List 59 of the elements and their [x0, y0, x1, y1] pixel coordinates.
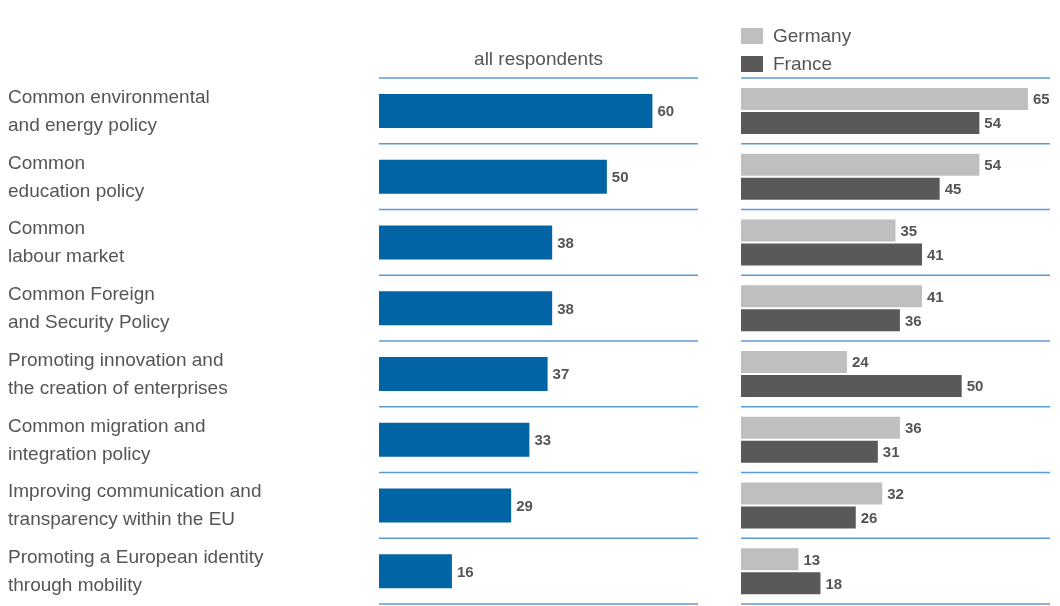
data-label: 38	[557, 299, 574, 317]
data-label: 18	[825, 574, 843, 592]
bar	[741, 572, 821, 595]
bar	[379, 159, 607, 194]
bar	[379, 225, 553, 260]
y-tick-label: Common education policy	[8, 151, 145, 201]
data-label: 32	[887, 484, 904, 502]
data-label: 65	[1032, 90, 1050, 108]
y-tick-label: Common Foreign and Security Policy	[8, 283, 171, 333]
data-label: 31	[882, 443, 900, 461]
bar	[741, 482, 883, 505]
chart-title: all respondents	[473, 48, 604, 70]
data-label: 38	[557, 233, 574, 251]
data-label: 41	[926, 245, 944, 263]
bar	[379, 554, 452, 589]
y-tick-label: Common environmental and energy policy	[8, 85, 210, 135]
data-label: 54	[984, 156, 1002, 174]
bar	[379, 422, 530, 457]
data-label: 35	[900, 221, 918, 239]
data-label: 29	[516, 496, 533, 514]
y-tick-label: Common labour market	[8, 217, 125, 267]
bar	[741, 351, 847, 373]
data-label: 50	[611, 168, 629, 186]
bar	[379, 291, 553, 326]
data-label: 36	[904, 311, 922, 329]
bar	[741, 243, 922, 266]
bar	[741, 416, 900, 439]
data-label: 13	[803, 550, 821, 568]
data-label: 36	[904, 419, 922, 437]
bar	[741, 548, 799, 571]
data-label: 16	[456, 562, 474, 580]
y-tick-label: Improving communication and transparency within the EU	[8, 480, 262, 530]
data-label: 54	[984, 114, 1002, 132]
bar	[741, 219, 896, 242]
bar	[741, 112, 980, 134]
data-label: 60	[657, 102, 675, 120]
bar	[741, 285, 922, 308]
y-tick-label: Promoting a European identity through mobility	[8, 546, 265, 596]
bar	[379, 488, 512, 523]
data-label: 37	[552, 365, 570, 383]
bar	[741, 88, 1028, 110]
data-label: 26	[860, 508, 878, 526]
bar	[741, 506, 856, 529]
data-label: 33	[534, 431, 552, 449]
data-label: 41	[926, 287, 944, 305]
data-label: 24	[851, 353, 870, 371]
y-tick-label: Common migration and integration policy	[8, 414, 206, 464]
data-label: 50	[966, 377, 984, 395]
bar	[741, 177, 940, 200]
legend-label: France	[773, 53, 833, 75]
bar	[741, 440, 878, 463]
bar	[741, 375, 962, 397]
legend-label: Germany	[773, 25, 852, 47]
bar	[741, 309, 900, 332]
y-tick-label: Promoting innovation and the creation of enterprises	[8, 348, 228, 398]
bar	[379, 94, 653, 128]
data-label: 45	[944, 180, 962, 198]
bar	[741, 153, 980, 176]
bar	[379, 357, 548, 391]
